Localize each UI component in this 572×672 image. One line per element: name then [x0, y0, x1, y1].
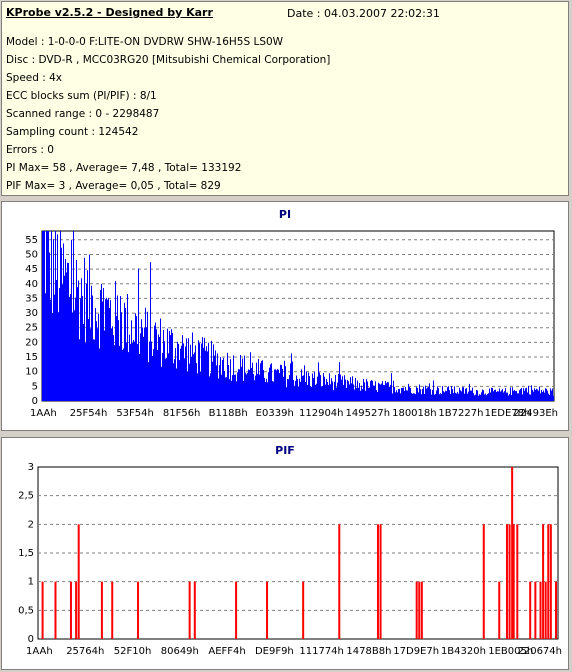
pi-x-tick-label: 22493Eh [514, 408, 558, 419]
pif-bar [235, 581, 238, 639]
pi-x-tick-label: 180018h [392, 408, 437, 419]
pif-x-tick-label: 1478B8h [346, 646, 391, 657]
pif-x-tick-label: 52F10h [114, 646, 152, 657]
pif-x-tick-label: 17D9E7h [393, 646, 439, 657]
pif-bar [376, 524, 379, 639]
pi-y-tick-label: 30 [25, 308, 38, 319]
info-speed: Speed : 4x [6, 72, 63, 84]
pif-y-tick-label: 2 [28, 519, 34, 530]
info-errors: Errors : 0 [6, 144, 54, 156]
pif-bar [111, 581, 114, 639]
pif-bar [547, 524, 550, 639]
pi-chart-panel: PI 0 5 10 15 20 25 30 35 40 45 50 55 1AAh 25F54h 53F54… [1, 201, 569, 431]
pif-chart-panel: PIF 0 0,5 1 1,5 2 2,5 3 1AAh 25764h 52F10h 80649h A… [1, 437, 569, 670]
pif-bar [549, 524, 552, 639]
pif-bar [266, 581, 269, 639]
pif-x-tick-label: 80649h [161, 646, 199, 657]
pi-x-tick-label: 1AAh [30, 408, 57, 419]
pi-x-tick-label: 1EDE78h [485, 408, 531, 419]
pif-bar [379, 524, 382, 639]
pif-bar [505, 524, 508, 639]
pi-y-tick-label: 55 [25, 235, 38, 246]
pif-bar [137, 581, 140, 639]
pif-x-tick-label: 1B4320h [441, 646, 486, 657]
pif-bar [100, 581, 103, 639]
pi-y-tick-label: 15 [25, 352, 38, 363]
pi-chart: 0 5 10 15 20 25 30 35 40 45 50 55 1AAh 25F54h 53F54h 81… [25, 230, 558, 419]
pi-y-tick-label: 25 [25, 323, 38, 334]
pif-bar [544, 581, 547, 639]
pi-x-tick-label: B118Bh [209, 408, 248, 419]
pif-x-tick-label: 1EB005h [488, 646, 533, 657]
pi-y-tick-label: 45 [25, 264, 38, 275]
pi-y-tick-label: 35 [25, 293, 38, 304]
info-range: Scanned range : 0 - 2298487 [6, 108, 160, 120]
pif-y-tick-label: 1 [28, 577, 34, 588]
pif-bar [193, 581, 196, 639]
pif-bar [529, 581, 532, 639]
pi-y-tick-label: 0 [32, 396, 38, 407]
pif-bar [69, 581, 72, 639]
pi-x-tick-label: 25F54h [70, 408, 108, 419]
info-pi-stats: PI Max= 58 , Average= 7,48 , Total= 1331… [6, 162, 242, 174]
pi-series [42, 231, 554, 401]
pif-bar [498, 581, 501, 639]
pif-bar [188, 581, 191, 639]
pif-bar [508, 524, 511, 639]
pif-x-tick-label: 111774h [299, 646, 344, 657]
pi-y-tick-label: 10 [25, 367, 38, 378]
pi-y-tick-label: 5 [32, 381, 38, 392]
pi-x-tick-label: E0339h [256, 408, 294, 419]
pi-y-tick-label: 50 [25, 249, 38, 260]
pif-x-tick-label: DE9F9h [255, 646, 294, 657]
pif-y-tick-label: 0 [28, 634, 34, 645]
pif-bar [555, 581, 557, 639]
pif-bar [516, 524, 519, 639]
pi-x-tick-label: 81F56h [163, 408, 201, 419]
pif-bar [420, 581, 423, 639]
pif-bar [54, 581, 57, 639]
pif-bar [542, 524, 545, 639]
pi-x-tick-label: 53F54h [116, 408, 154, 419]
pif-x-tick-label: 25764h [66, 646, 104, 657]
pi-y-tick-label: 20 [25, 337, 38, 348]
pif-bar [539, 581, 542, 639]
pi-y-tick-label: 40 [25, 279, 38, 290]
pi-x-tick-label: 112904h [299, 408, 344, 419]
info-sampling: Sampling count : 124542 [6, 126, 139, 138]
info-pif-stats: PIF Max= 3 , Average= 0,05 , Total= 829 [6, 180, 221, 192]
pif-bar [41, 581, 44, 639]
info-ecc: ECC blocks sum (PI/PIF) : 8/1 [6, 90, 157, 102]
pif-bar [338, 524, 341, 639]
pif-y-tick-label: 3 [28, 462, 34, 473]
pif-bar [534, 581, 537, 639]
pif-bar [418, 581, 421, 639]
pif-bar [302, 581, 305, 639]
pif-chart-title: PIF [275, 444, 295, 457]
pif-y-tick-label: 0,5 [18, 605, 34, 616]
info-panel: KProbe v2.5.2 - Designed by Karr Date : … [1, 1, 569, 196]
pi-x-tick-label: 1B7227h [438, 408, 483, 419]
pif-chart: 0 0,5 1 1,5 2 2,5 3 1AAh 25764h 52F10h 80649h AEFF4… [18, 462, 562, 657]
pif-bar [511, 467, 514, 639]
pif-bar [75, 581, 78, 639]
pif-y-tick-label: 1,5 [18, 548, 34, 559]
pif-y-tick-label: 2,5 [18, 491, 34, 502]
pif-x-tick-label: 220674h [517, 646, 562, 657]
pif-bar [512, 524, 515, 639]
scan-date: Date : 04.03.2007 22:02:31 [287, 7, 440, 20]
app-title: KProbe v2.5.2 - Designed by Karr [6, 6, 213, 19]
pif-x-tick-label: 1AAh [26, 646, 53, 657]
info-model: Model : 1-0-0-0 F:LITE-ON DVDRW SHW-16H5… [6, 36, 284, 48]
pif-x-tick-label: AEFF4h [208, 646, 245, 657]
info-disc: Disc : DVD-R , MCC03RG20 [Mitsubishi Che… [6, 54, 331, 66]
pif-bar [415, 581, 418, 639]
pif-bar [77, 524, 80, 639]
pi-x-tick-label: 149527h [346, 408, 391, 419]
pif-bar [482, 524, 485, 639]
pi-chart-title: PI [278, 208, 292, 221]
pif-series [41, 467, 557, 639]
